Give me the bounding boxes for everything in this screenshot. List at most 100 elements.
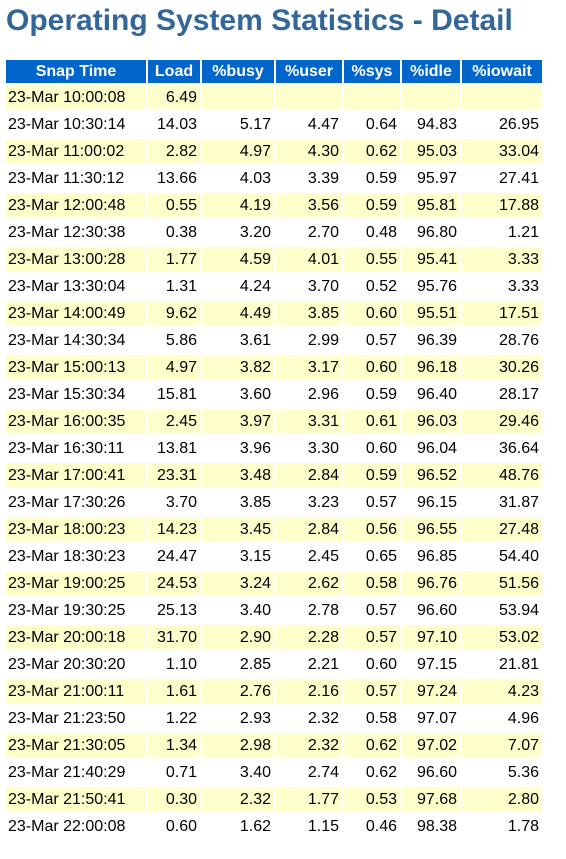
cell-busy: 4.03 xyxy=(202,166,274,191)
cell-iowait: 33.04 xyxy=(462,139,542,164)
cell-busy: 5.17 xyxy=(202,112,274,137)
cell-iowait: 28.17 xyxy=(462,382,542,407)
cell-busy: 2.93 xyxy=(202,706,274,731)
table-row: 23-Mar 20:30:20 1.10 2.85 2.21 0.60 97.15 21.8… xyxy=(6,652,542,677)
table-row: 23-Mar 20:00:18 31.70 2.90 2.28 0.57 97.10 53.… xyxy=(6,625,542,650)
cell-sys: 0.48 xyxy=(344,220,400,245)
cell-snap-time: 23-Mar 16:30:11 xyxy=(6,436,146,461)
cell-iowait: 1.78 xyxy=(462,814,542,839)
cell-snap-time: 23-Mar 11:30:12 xyxy=(6,166,146,191)
cell-load: 0.55 xyxy=(148,193,200,218)
cell-iowait: 1.21 xyxy=(462,220,542,245)
cell-load: 1.10 xyxy=(148,652,200,677)
cell-snap-time: 23-Mar 17:00:41 xyxy=(6,463,146,488)
cell-load: 1.77 xyxy=(148,247,200,272)
cell-user: 3.17 xyxy=(276,355,342,380)
column-header-idle: %idle xyxy=(402,60,460,83)
column-header-user: %user xyxy=(276,60,342,83)
table-row: 23-Mar 14:30:34 5.86 3.61 2.99 0.57 96.39 28.7… xyxy=(6,328,542,353)
cell-user: 4.47 xyxy=(276,112,342,137)
cell-load: 3.70 xyxy=(148,490,200,515)
cell-load: 0.30 xyxy=(148,787,200,812)
cell-sys: 0.58 xyxy=(344,571,400,596)
cell-load: 1.31 xyxy=(148,274,200,299)
cell-load: 6.49 xyxy=(148,85,200,110)
cell-busy: 3.20 xyxy=(202,220,274,245)
cell-load: 13.81 xyxy=(148,436,200,461)
cell-idle: 96.15 xyxy=(402,490,460,515)
table-row: 23-Mar 22:00:08 0.60 1.62 1.15 0.46 98.38 1.78 xyxy=(6,814,542,839)
cell-busy: 3.85 xyxy=(202,490,274,515)
cell-snap-time: 23-Mar 18:30:23 xyxy=(6,544,146,569)
cell-snap-time: 23-Mar 12:30:38 xyxy=(6,220,146,245)
table-row: 23-Mar 21:30:05 1.34 2.98 2.32 0.62 97.02 7.07 xyxy=(6,733,542,758)
cell-sys: 0.46 xyxy=(344,814,400,839)
cell-snap-time: 23-Mar 10:30:14 xyxy=(6,112,146,137)
cell-idle: 96.52 xyxy=(402,463,460,488)
cell-user: 2.21 xyxy=(276,652,342,677)
cell-iowait xyxy=(462,85,542,110)
cell-load: 5.86 xyxy=(148,328,200,353)
table-row: 23-Mar 14:00:49 9.62 4.49 3.85 0.60 95.51 17.5… xyxy=(6,301,542,326)
cell-busy: 3.96 xyxy=(202,436,274,461)
cell-idle: 96.18 xyxy=(402,355,460,380)
cell-load: 0.60 xyxy=(148,814,200,839)
cell-user: 3.56 xyxy=(276,193,342,218)
cell-sys: 0.57 xyxy=(344,490,400,515)
cell-snap-time: 23-Mar 11:00:02 xyxy=(6,139,146,164)
cell-busy: 3.60 xyxy=(202,382,274,407)
cell-snap-time: 23-Mar 21:40:29 xyxy=(6,760,146,785)
cell-sys: 0.62 xyxy=(344,733,400,758)
table-row: 23-Mar 19:30:25 25.13 3.40 2.78 0.57 96.60 53.… xyxy=(6,598,542,623)
cell-load: 0.38 xyxy=(148,220,200,245)
cell-load: 15.81 xyxy=(148,382,200,407)
cell-busy: 3.97 xyxy=(202,409,274,434)
cell-load: 31.70 xyxy=(148,625,200,650)
cell-user: 2.62 xyxy=(276,571,342,596)
cell-busy: 4.49 xyxy=(202,301,274,326)
table-header-row: Snap Time Load %busy %user %sys %idle %i… xyxy=(6,60,542,83)
cell-snap-time: 23-Mar 21:30:05 xyxy=(6,733,146,758)
cell-idle xyxy=(402,85,460,110)
table-row: 23-Mar 19:00:25 24.53 3.24 2.62 0.58 96.76 51.… xyxy=(6,571,542,596)
cell-sys: 0.59 xyxy=(344,166,400,191)
table-row: 23-Mar 12:30:38 0.38 3.20 2.70 0.48 96.80 1.21 xyxy=(6,220,542,245)
cell-idle: 96.85 xyxy=(402,544,460,569)
cell-sys: 0.62 xyxy=(344,760,400,785)
cell-user: 4.01 xyxy=(276,247,342,272)
cell-busy: 3.24 xyxy=(202,571,274,596)
cell-snap-time: 23-Mar 13:30:04 xyxy=(6,274,146,299)
cell-iowait: 48.76 xyxy=(462,463,542,488)
cell-busy: 4.24 xyxy=(202,274,274,299)
cell-idle: 97.10 xyxy=(402,625,460,650)
cell-idle: 96.76 xyxy=(402,571,460,596)
cell-user: 2.16 xyxy=(276,679,342,704)
cell-sys: 0.60 xyxy=(344,652,400,677)
table-row: 23-Mar 12:00:48 0.55 4.19 3.56 0.59 95.81 17.8… xyxy=(6,193,542,218)
cell-idle: 95.03 xyxy=(402,139,460,164)
cell-sys: 0.58 xyxy=(344,706,400,731)
cell-user: 2.74 xyxy=(276,760,342,785)
cell-busy: 4.97 xyxy=(202,139,274,164)
cell-idle: 96.03 xyxy=(402,409,460,434)
column-header-sys: %sys xyxy=(344,60,400,83)
cell-sys: 0.56 xyxy=(344,517,400,542)
cell-iowait: 31.87 xyxy=(462,490,542,515)
cell-busy: 2.98 xyxy=(202,733,274,758)
column-header-load: Load xyxy=(148,60,200,83)
cell-busy: 3.40 xyxy=(202,760,274,785)
cell-load: 9.62 xyxy=(148,301,200,326)
cell-idle: 94.83 xyxy=(402,112,460,137)
cell-busy: 4.59 xyxy=(202,247,274,272)
cell-snap-time: 23-Mar 15:00:13 xyxy=(6,355,146,380)
cell-user: 2.32 xyxy=(276,706,342,731)
cell-sys: 0.62 xyxy=(344,139,400,164)
table-row: 23-Mar 17:30:26 3.70 3.85 3.23 0.57 96.15 31.8… xyxy=(6,490,542,515)
cell-load: 1.22 xyxy=(148,706,200,731)
cell-snap-time: 23-Mar 22:00:08 xyxy=(6,814,146,839)
cell-user: 3.30 xyxy=(276,436,342,461)
column-header-busy: %busy xyxy=(202,60,274,83)
cell-idle: 96.04 xyxy=(402,436,460,461)
cell-snap-time: 23-Mar 20:00:18 xyxy=(6,625,146,650)
os-stats-table: Snap Time Load %busy %user %sys %idle %i… xyxy=(4,58,544,841)
